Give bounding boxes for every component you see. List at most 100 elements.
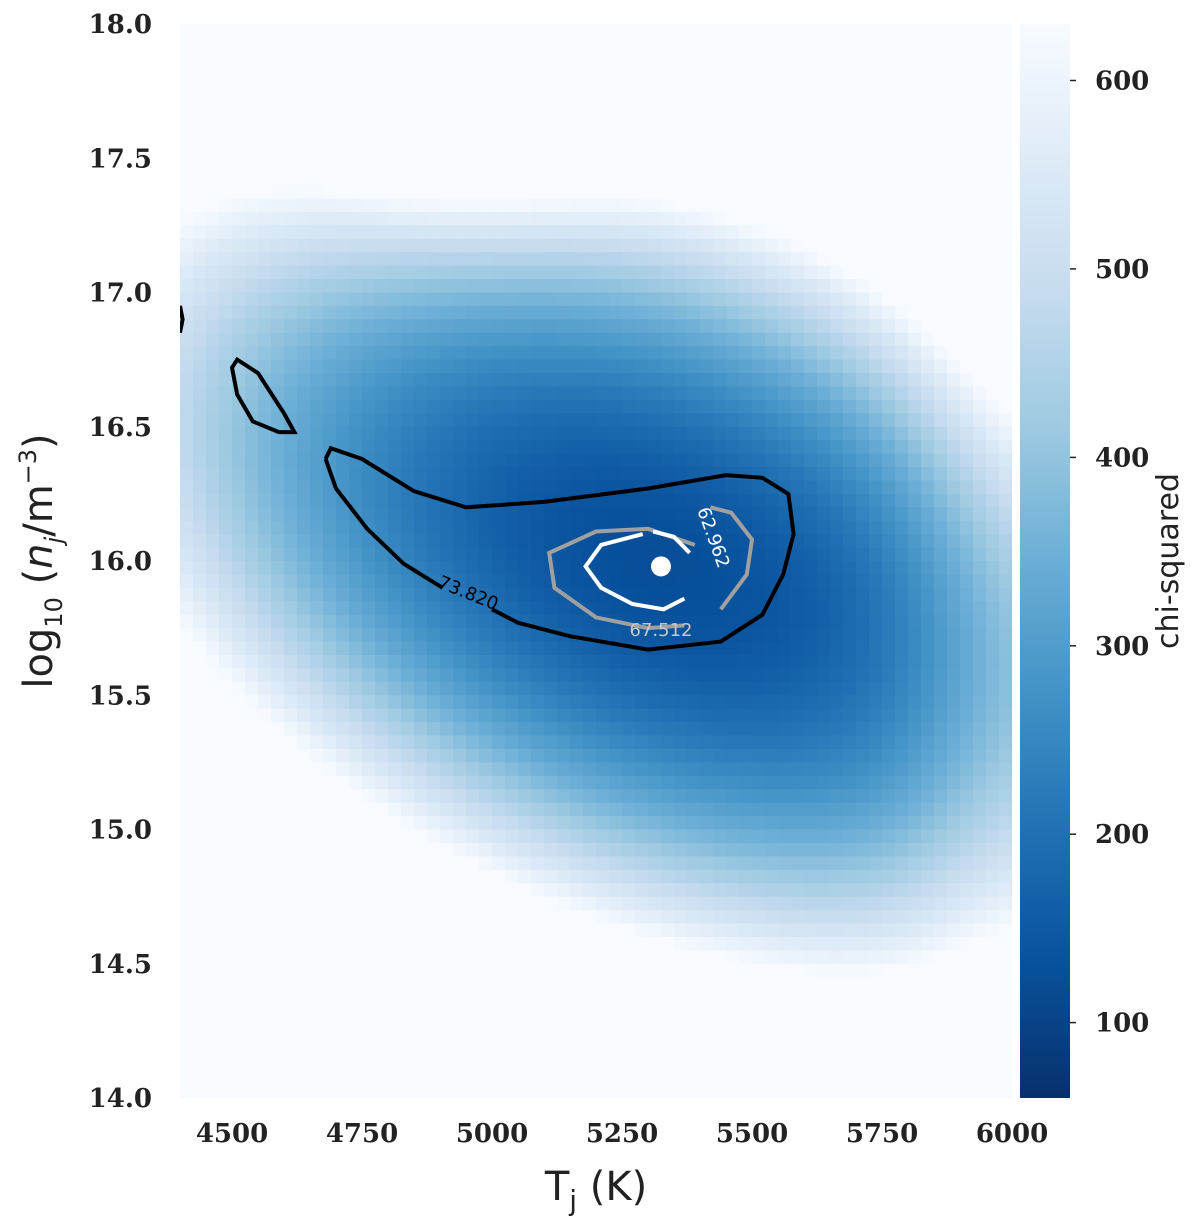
heatmap-cell (856, 453, 870, 468)
heatmap-cell (518, 748, 532, 763)
heatmap-cell (739, 104, 753, 119)
heatmap-cell (505, 547, 519, 562)
heatmap-cell (479, 601, 493, 616)
heatmap-cell (258, 24, 272, 39)
heatmap-cell (362, 265, 376, 280)
heatmap-cell (986, 493, 1000, 508)
heatmap-cell (245, 198, 259, 213)
heatmap-cell (752, 225, 766, 240)
heatmap-cell (219, 775, 233, 790)
heatmap-cell (986, 104, 1000, 119)
heatmap-cell (596, 279, 610, 294)
heatmap-cell (544, 936, 558, 951)
heatmap-cell (674, 869, 688, 884)
heatmap-cell (388, 641, 402, 656)
heatmap-cell (557, 117, 571, 133)
heatmap-cell (362, 574, 376, 589)
heatmap-cell (440, 131, 454, 146)
heatmap-cell (193, 104, 207, 119)
heatmap-cell (466, 748, 480, 763)
heatmap-cell (882, 856, 896, 871)
heatmap-cell (856, 923, 870, 938)
heatmap-cell (830, 923, 844, 938)
heatmap-cell (219, 346, 233, 361)
heatmap-cell (336, 64, 350, 79)
heatmap-cell (219, 641, 233, 656)
heatmap-cell (323, 104, 337, 119)
heatmap-cell (362, 561, 376, 576)
heatmap-cell (752, 748, 766, 763)
heatmap-cell (492, 386, 506, 401)
heatmap-cell (635, 883, 649, 898)
heatmap-cell (375, 547, 389, 562)
heatmap-cell (947, 1030, 961, 1045)
heatmap-cell (687, 171, 701, 186)
heatmap-cell (531, 24, 545, 39)
heatmap-cell (284, 681, 298, 696)
heatmap-cell (869, 24, 883, 39)
heatmap-cell (778, 748, 792, 763)
heatmap-cell (440, 211, 454, 226)
heatmap-cell (635, 453, 649, 468)
heatmap-cell (375, 279, 389, 294)
heatmap-cell (388, 24, 402, 39)
heatmap-cell (518, 211, 532, 226)
heatmap-cell (947, 990, 961, 1005)
heatmap-cell (635, 1017, 649, 1032)
heatmap-cell (752, 936, 766, 951)
heatmap-cell (206, 305, 220, 320)
heatmap-cell (388, 131, 402, 146)
heatmap-cell (804, 950, 818, 965)
heatmap-cell (518, 936, 532, 951)
heatmap-cell (973, 144, 987, 159)
heatmap-cell (856, 413, 870, 428)
heatmap-cell (388, 762, 402, 777)
heatmap-cell (245, 453, 259, 468)
heatmap-cell (544, 802, 558, 817)
heatmap-cell (895, 883, 909, 898)
heatmap-cell (583, 292, 597, 307)
heatmap-cell (804, 842, 818, 857)
heatmap-cell (206, 24, 220, 39)
heatmap-cell (843, 950, 857, 965)
heatmap-cell (843, 681, 857, 696)
heatmap-cell (232, 265, 246, 280)
heatmap-cell (310, 185, 324, 200)
heatmap-cell (466, 856, 480, 871)
heatmap-cell (310, 319, 324, 334)
heatmap-cell (739, 936, 753, 951)
heatmap-cell (622, 467, 636, 482)
heatmap-cell (258, 225, 272, 240)
heatmap-cell (765, 762, 779, 777)
heatmap-cell (297, 963, 311, 978)
heatmap-cell (336, 1057, 350, 1072)
heatmap-cell (453, 104, 467, 119)
heatmap-cell (596, 748, 610, 763)
heatmap-cell (895, 990, 909, 1005)
heatmap-cell (219, 816, 233, 831)
heatmap-cell (336, 722, 350, 737)
heatmap-cell (830, 547, 844, 562)
heatmap-cell (440, 453, 454, 468)
heatmap-cell (427, 399, 441, 414)
heatmap-cell (960, 453, 974, 468)
heatmap-cell (271, 77, 285, 92)
heatmap-cell (830, 708, 844, 723)
heatmap-cell (596, 762, 610, 777)
heatmap-cell (817, 547, 831, 562)
heatmap-cell (817, 587, 831, 602)
heatmap-cell (895, 77, 909, 92)
heatmap-cell (505, 265, 519, 280)
heatmap-cell (921, 775, 935, 790)
heatmap-cell (700, 601, 714, 616)
heatmap-cell (947, 171, 961, 186)
heatmap-cell (882, 775, 896, 790)
heatmap-cell (518, 681, 532, 696)
heatmap-cell (908, 641, 922, 656)
heatmap-cell (466, 399, 480, 414)
heatmap-cell (986, 896, 1000, 911)
heatmap-cell (791, 816, 805, 831)
heatmap-cell (726, 977, 740, 992)
heatmap-cell (284, 896, 298, 911)
heatmap-cell (973, 547, 987, 562)
